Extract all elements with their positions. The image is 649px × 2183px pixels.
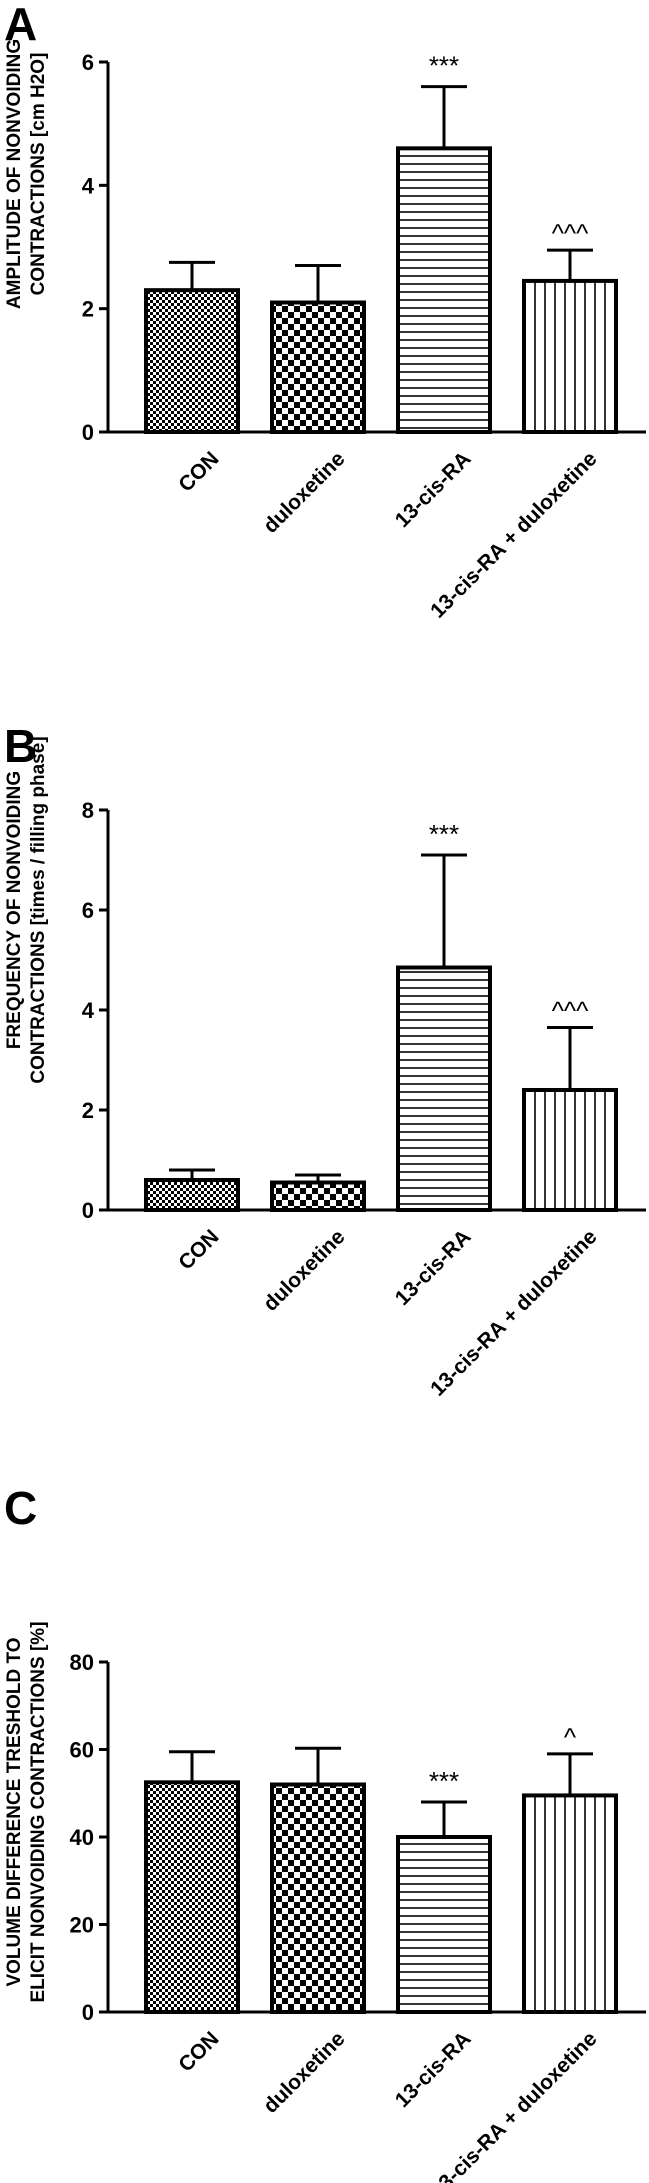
x-tick-label: duloxetine bbox=[259, 2027, 350, 2118]
y-tick-label: 40 bbox=[70, 1825, 94, 1850]
panel-letter: B bbox=[4, 720, 37, 772]
y-axis-label-line-2: ELICIT NONVOIDING CONTRACTIONS [%] bbox=[28, 1621, 49, 2002]
significance-label: *** bbox=[429, 1766, 459, 1796]
bar-con bbox=[144, 1780, 240, 2014]
y-axis-label-line-1: FREQUENCY OF NONVOIDING bbox=[4, 771, 25, 1049]
y-axis-label-line-1: AMPLITUDE OF NONVOIDING bbox=[4, 39, 25, 309]
bar-13-cis-ra-duloxetine bbox=[522, 1793, 618, 2014]
y-tick-label: 6 bbox=[82, 898, 94, 923]
significance-label: *** bbox=[429, 819, 459, 849]
bar-duloxetine bbox=[270, 1180, 366, 1212]
bar-13-cis-ra bbox=[396, 1835, 492, 2014]
y-tick-label: 2 bbox=[82, 297, 94, 322]
x-tick-label: 13-cis-RA bbox=[391, 447, 476, 532]
panel-letter: A bbox=[4, 0, 37, 50]
x-tick-label: 13-cis-RA bbox=[391, 1225, 476, 1310]
y-axis-label: VOLUME DIFFERENCE TRESHOLD TO ELICIT NON… bbox=[4, 1621, 49, 2002]
panel-a: A AMPLITUDE OF NONVOIDING CONTRACTIONS [… bbox=[4, 0, 646, 623]
bar-13-cis-ra bbox=[396, 965, 492, 1212]
y-axis-label-line-2: CONTRACTIONS [cm H2O] bbox=[28, 53, 49, 296]
y-tick-label: 4 bbox=[82, 998, 95, 1023]
y-tick-label: 0 bbox=[82, 2000, 94, 2025]
significance-label: ^ bbox=[564, 1722, 577, 1752]
panel-letter: C bbox=[4, 1482, 37, 1534]
y-axis-label: AMPLITUDE OF NONVOIDING CONTRACTIONS [cm… bbox=[4, 39, 49, 309]
bar-13-cis-ra bbox=[396, 146, 492, 434]
bar-duloxetine bbox=[270, 300, 366, 434]
y-tick-label: 60 bbox=[70, 1738, 94, 1763]
panel-b: B FREQUENCY OF NONVOIDING CONTRACTIONS [… bbox=[4, 720, 646, 1401]
significance-label: ^^^ bbox=[552, 218, 589, 248]
bar-duloxetine bbox=[270, 1782, 366, 2014]
y-tick-label: 2 bbox=[82, 1098, 94, 1123]
y-tick-label: 0 bbox=[82, 420, 94, 445]
x-tick-label: duloxetine bbox=[259, 447, 350, 538]
x-tick-label: 13-cis-RA bbox=[391, 2027, 476, 2112]
bar-con bbox=[144, 1178, 240, 1212]
significance-label: ^^^ bbox=[552, 996, 589, 1026]
x-tick-label: CON bbox=[174, 2027, 223, 2076]
x-tick-label: CON bbox=[174, 1225, 223, 1274]
y-tick-label: 6 bbox=[82, 50, 94, 75]
panel-c: C VOLUME DIFFERENCE TRESHOLD TO ELICIT N… bbox=[4, 1482, 646, 2183]
y-tick-label: 80 bbox=[70, 1650, 94, 1675]
y-tick-label: 4 bbox=[82, 173, 95, 198]
significance-label: *** bbox=[429, 51, 459, 81]
y-tick-label: 20 bbox=[70, 1913, 94, 1938]
bar-13-cis-ra-duloxetine bbox=[522, 1088, 618, 1212]
y-axis-label-line-1: VOLUME DIFFERENCE TRESHOLD TO bbox=[4, 1637, 25, 1986]
bar-13-cis-ra-duloxetine bbox=[522, 278, 618, 434]
x-tick-label: CON bbox=[174, 447, 223, 496]
y-tick-label: 0 bbox=[82, 1198, 94, 1223]
x-tick-label: duloxetine bbox=[259, 1225, 350, 1316]
y-axis-label: FREQUENCY OF NONVOIDING CONTRACTIONS [ti… bbox=[4, 736, 49, 1083]
y-axis-label-line-2: CONTRACTIONS [times / filling phase] bbox=[28, 736, 49, 1083]
bar-con bbox=[144, 288, 240, 434]
y-tick-label: 8 bbox=[82, 798, 94, 823]
